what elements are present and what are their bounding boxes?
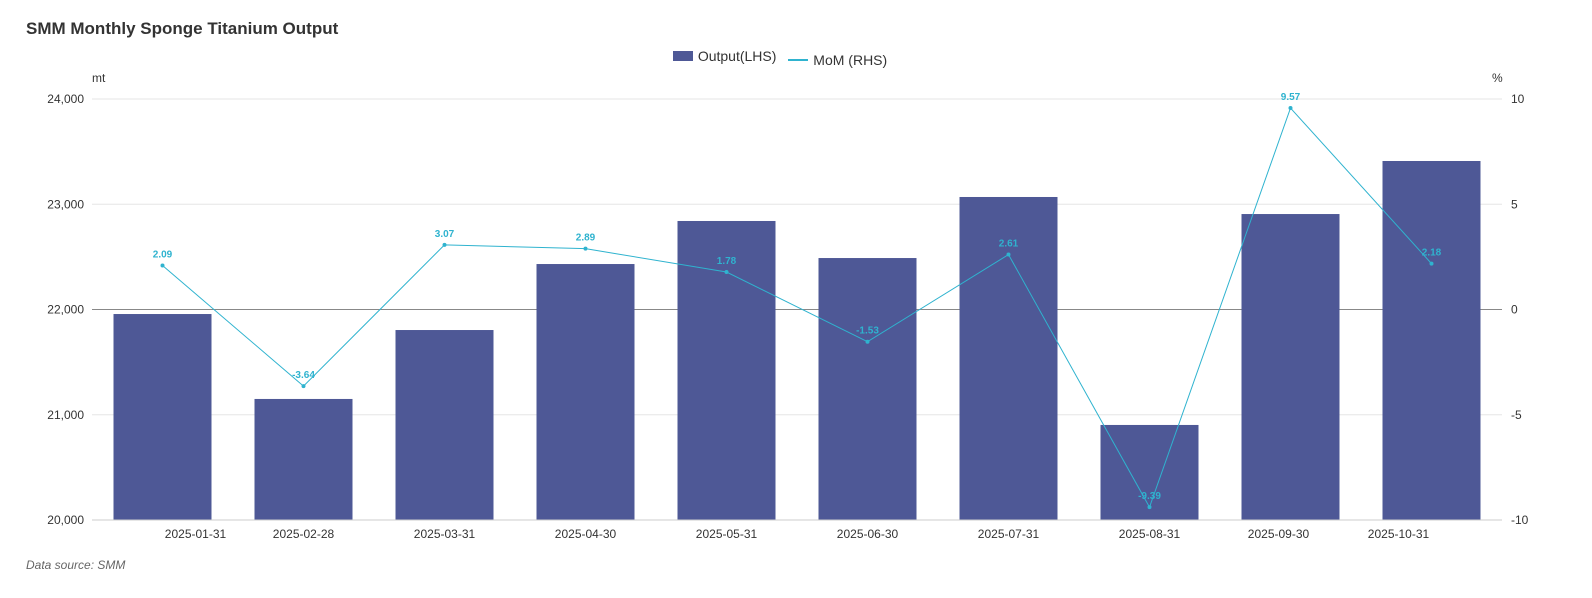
legend-line-swatch <box>788 59 809 61</box>
x-tick-label: 2025-03-31 <box>414 527 476 541</box>
legend-bar-swatch <box>672 51 693 61</box>
x-tick-label: 2025-04-30 <box>555 527 617 541</box>
y-right-tick-label: 5 <box>1511 197 1518 211</box>
mom-point <box>1147 505 1152 510</box>
mom-data-label: 2.61 <box>999 239 1019 250</box>
y-left-tick-label: 23,000 <box>47 197 84 211</box>
bar <box>254 398 353 520</box>
mom-point <box>442 242 447 247</box>
legend: Output(LHS) MoM (RHS) <box>0 48 1560 68</box>
mom-data-label: 9.57 <box>1281 92 1301 103</box>
mom-data-label: -9.39 <box>1138 491 1161 502</box>
bar <box>113 314 212 520</box>
x-tick-label: 2025-06-30 <box>837 527 899 541</box>
mom-data-label: 2.09 <box>153 250 173 261</box>
y-left-tick-label: 22,000 <box>47 303 84 317</box>
legend-label: Output(LHS) <box>697 48 777 64</box>
y-right-unit: % <box>1492 71 1503 85</box>
x-tick-label: 2025-07-31 <box>978 527 1040 541</box>
x-tick-label: 2025-05-31 <box>696 527 758 541</box>
legend-item-output[interactable]: Output(LHS) <box>672 48 777 64</box>
bar <box>395 330 494 520</box>
mom-data-label: 2.89 <box>576 233 596 244</box>
mom-data-label: 2.18 <box>1422 248 1442 259</box>
mom-point <box>1288 106 1293 111</box>
mom-data-label: -3.64 <box>292 370 315 381</box>
mom-point <box>1006 252 1011 257</box>
legend-item-mom[interactable]: MoM (RHS) <box>788 52 887 68</box>
x-tick-label: 2025-01-31 <box>165 527 227 541</box>
bar <box>959 196 1058 521</box>
y-left-tick-label: 21,000 <box>47 408 84 422</box>
mom-point <box>160 263 165 268</box>
y-right-tick-label: 0 <box>1511 303 1518 317</box>
chart-title: SMM Monthly Sponge Titanium Output <box>26 19 339 38</box>
y-left-tick-label: 20,000 <box>47 513 84 527</box>
legend-label: MoM (RHS) <box>813 52 888 68</box>
mom-point <box>1429 261 1434 266</box>
data-source: Data source: SMM <box>26 558 126 572</box>
x-tick-label: 2025-09-30 <box>1248 527 1310 541</box>
x-tick-label: 2025-08-31 <box>1119 527 1181 541</box>
mom-data-label: 1.78 <box>717 256 737 267</box>
y-right-tick-label: -10 <box>1511 513 1529 527</box>
x-tick-label: 2025-10-31 <box>1368 527 1430 541</box>
bar <box>536 264 635 520</box>
bar <box>1241 214 1340 520</box>
mom-point <box>865 339 870 344</box>
mom-line <box>162 107 1432 509</box>
y-left-unit: mt <box>92 71 106 85</box>
mom-data-label: 3.07 <box>435 229 455 240</box>
bar <box>818 258 917 520</box>
y-left-tick-label: 24,000 <box>47 92 84 106</box>
y-right-tick-label: -5 <box>1511 408 1522 422</box>
bar <box>1382 160 1481 520</box>
mom-point <box>301 384 306 389</box>
mom-point <box>583 246 588 251</box>
mom-point <box>724 270 729 275</box>
bar <box>1100 424 1199 520</box>
mom-data-label: -1.53 <box>856 326 879 337</box>
x-tick-label: 2025-02-28 <box>273 527 335 541</box>
y-right-tick-label: 10 <box>1511 92 1525 106</box>
